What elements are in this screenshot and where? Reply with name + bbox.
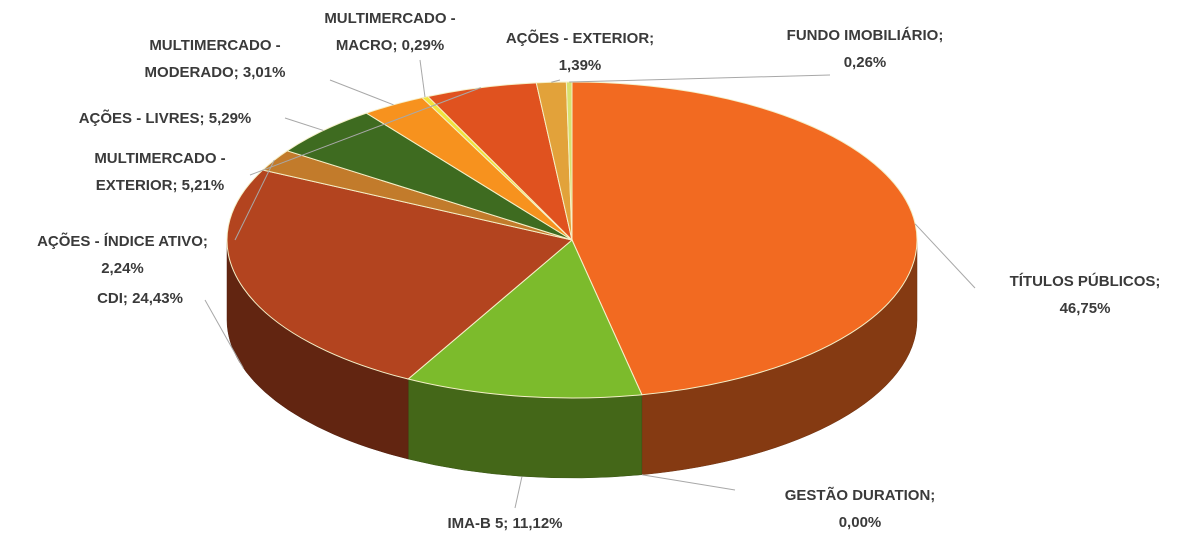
data-label: AÇÕES - LIVRES; 5,29% xyxy=(45,105,285,132)
leader-line xyxy=(249,87,482,176)
category-label: MULTIMERCADO - MACRO; xyxy=(324,10,456,54)
value-label: 3,01% xyxy=(242,64,286,81)
leader-line xyxy=(641,474,736,491)
data-label: MULTIMERCADO - MACRO; 0,29% xyxy=(305,5,475,59)
value-label: 1,39% xyxy=(558,57,602,74)
value-label: 11,12% xyxy=(512,515,563,532)
data-label: CDI; 24,43% xyxy=(75,285,205,312)
data-label: GESTÃO DURATION; 0,00% xyxy=(740,482,980,536)
side-faces xyxy=(226,239,918,479)
data-label: MULTIMERCADO - EXTERIOR; 5,21% xyxy=(65,145,255,199)
value-label: 24,43% xyxy=(132,290,183,307)
value-label: 0,00% xyxy=(838,514,882,531)
leader-line xyxy=(914,223,976,289)
data-label: FUNDO IMOBILIÁRIO; 0,26% xyxy=(740,22,990,76)
leader-line xyxy=(551,79,561,83)
leader-line xyxy=(419,59,426,98)
category-label: AÇÕES - EXTERIOR; xyxy=(505,30,655,47)
leader-line xyxy=(204,299,244,369)
slice xyxy=(407,239,643,399)
category-label: MULTIMERCADO - MODERADO; xyxy=(144,37,281,81)
data-label: AÇÕES - ÍNDICE ATIVO; 2,24% xyxy=(5,228,240,282)
value-label: 0,29% xyxy=(401,37,445,54)
category-label: FUNDO IMOBILIÁRIO; xyxy=(786,27,944,44)
category-label: TÍTULOS PÚBLICOS; xyxy=(1009,273,1161,290)
top-faces xyxy=(226,81,918,399)
category-label: IMA-B 5; xyxy=(447,515,509,532)
data-label: MULTIMERCADO - MODERADO; 3,01% xyxy=(130,32,300,86)
leader-line xyxy=(284,117,324,131)
leader-line xyxy=(514,476,523,509)
category-label: AÇÕES - ÍNDICE ATIVO; xyxy=(37,233,208,250)
category-label: MULTIMERCADO - EXTERIOR; xyxy=(94,150,226,194)
category-label: GESTÃO DURATION; xyxy=(784,487,936,504)
value-label: 5,21% xyxy=(181,177,225,194)
category-label: AÇÕES - LIVRES; xyxy=(78,110,205,127)
data-label: AÇÕES - EXTERIOR; 1,39% xyxy=(485,25,675,79)
leader-line xyxy=(569,74,831,83)
value-label: 5,29% xyxy=(208,110,252,127)
data-label: TÍTULOS PÚBLICOS; 46,75% xyxy=(985,268,1184,322)
leader-line xyxy=(329,79,394,106)
leader-lines xyxy=(204,59,976,509)
value-label: 46,75% xyxy=(1059,300,1111,317)
value-label: 0,26% xyxy=(843,54,887,71)
category-label: CDI; xyxy=(97,290,128,307)
data-label: IMA-B 5; 11,12% xyxy=(415,510,595,537)
leader-line xyxy=(234,159,275,241)
slice xyxy=(226,169,574,380)
value-label: 2,24% xyxy=(101,260,144,277)
